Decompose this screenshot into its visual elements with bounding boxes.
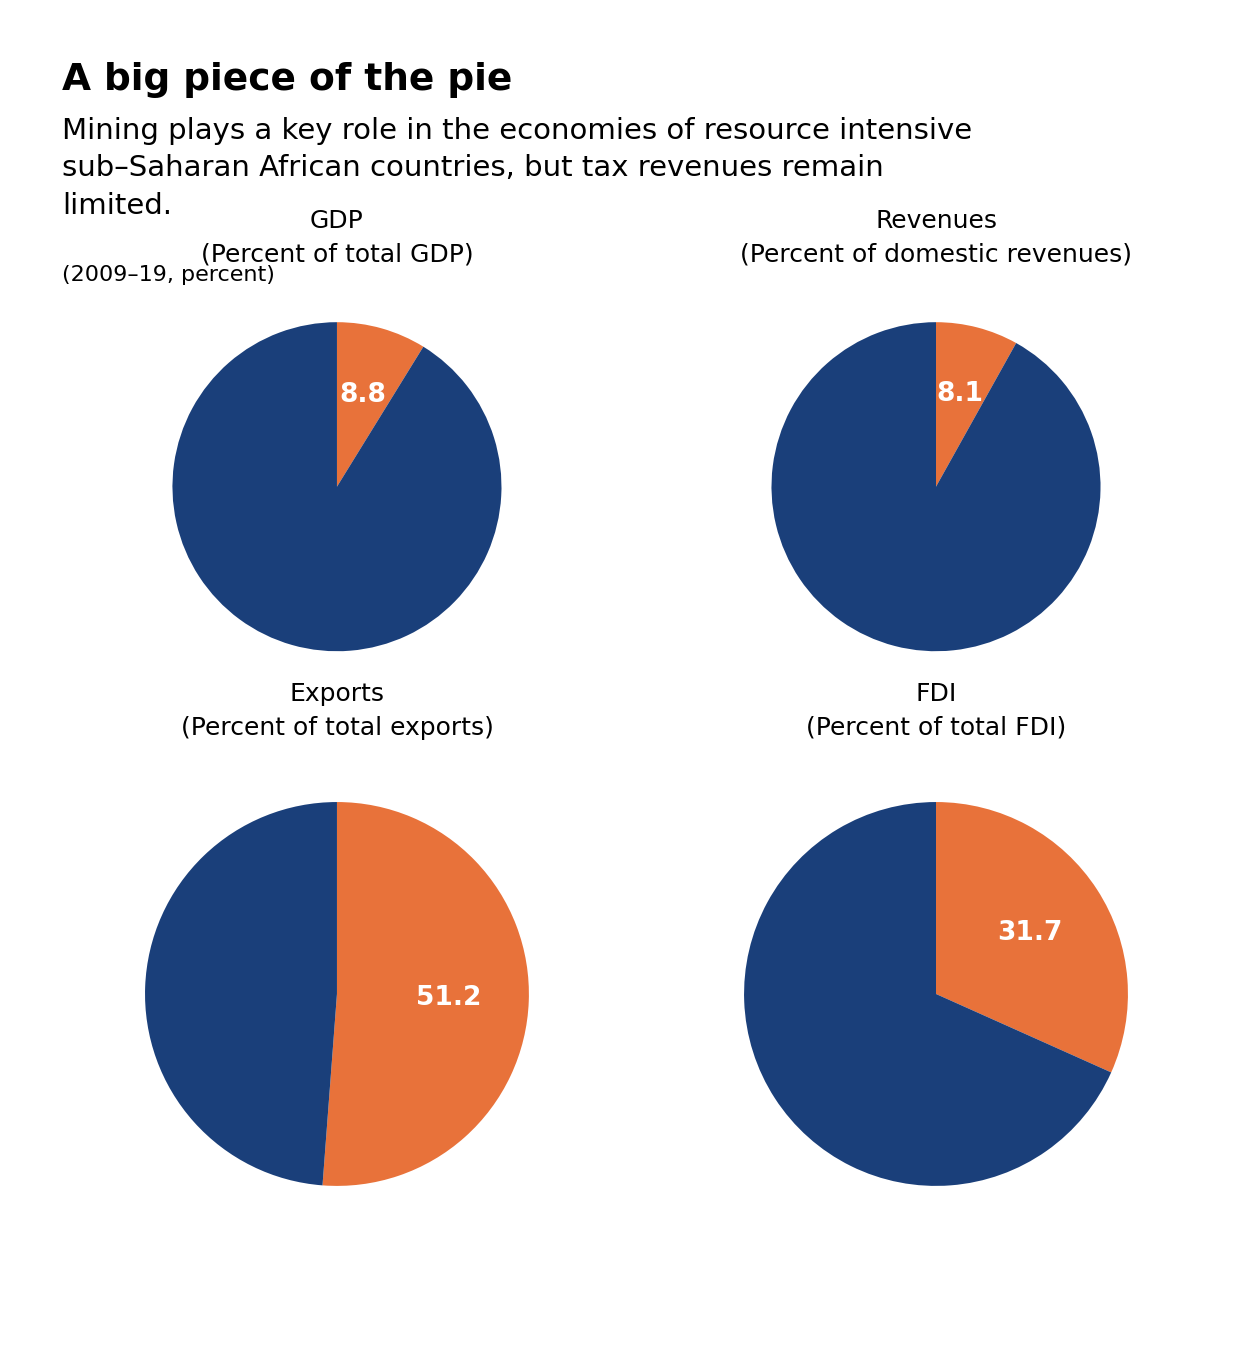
Wedge shape: [145, 802, 337, 1186]
Wedge shape: [771, 322, 1101, 651]
Title: FDI
(Percent of total FDI): FDI (Percent of total FDI): [806, 683, 1066, 739]
Text: (2009–19, percent): (2009–19, percent): [62, 265, 276, 285]
Text: 8.1: 8.1: [936, 381, 983, 407]
Wedge shape: [322, 802, 529, 1186]
Text: A big piece of the pie: A big piece of the pie: [62, 62, 513, 97]
Wedge shape: [936, 802, 1128, 1072]
Wedge shape: [337, 322, 423, 487]
Wedge shape: [172, 322, 502, 651]
Text: 8.8: 8.8: [339, 383, 387, 409]
Text: 31.7: 31.7: [997, 920, 1062, 946]
Title: Exports
(Percent of total exports): Exports (Percent of total exports): [181, 683, 493, 739]
Title: GDP
(Percent of total GDP): GDP (Percent of total GDP): [201, 210, 473, 266]
Title: Revenues
(Percent of domestic revenues): Revenues (Percent of domestic revenues): [740, 210, 1132, 266]
Wedge shape: [936, 322, 1016, 487]
Text: 51.2: 51.2: [416, 986, 480, 1012]
Wedge shape: [744, 802, 1111, 1186]
Text: Mining plays a key role in the economies of resource intensive
sub–Saharan Afric: Mining plays a key role in the economies…: [62, 117, 972, 221]
